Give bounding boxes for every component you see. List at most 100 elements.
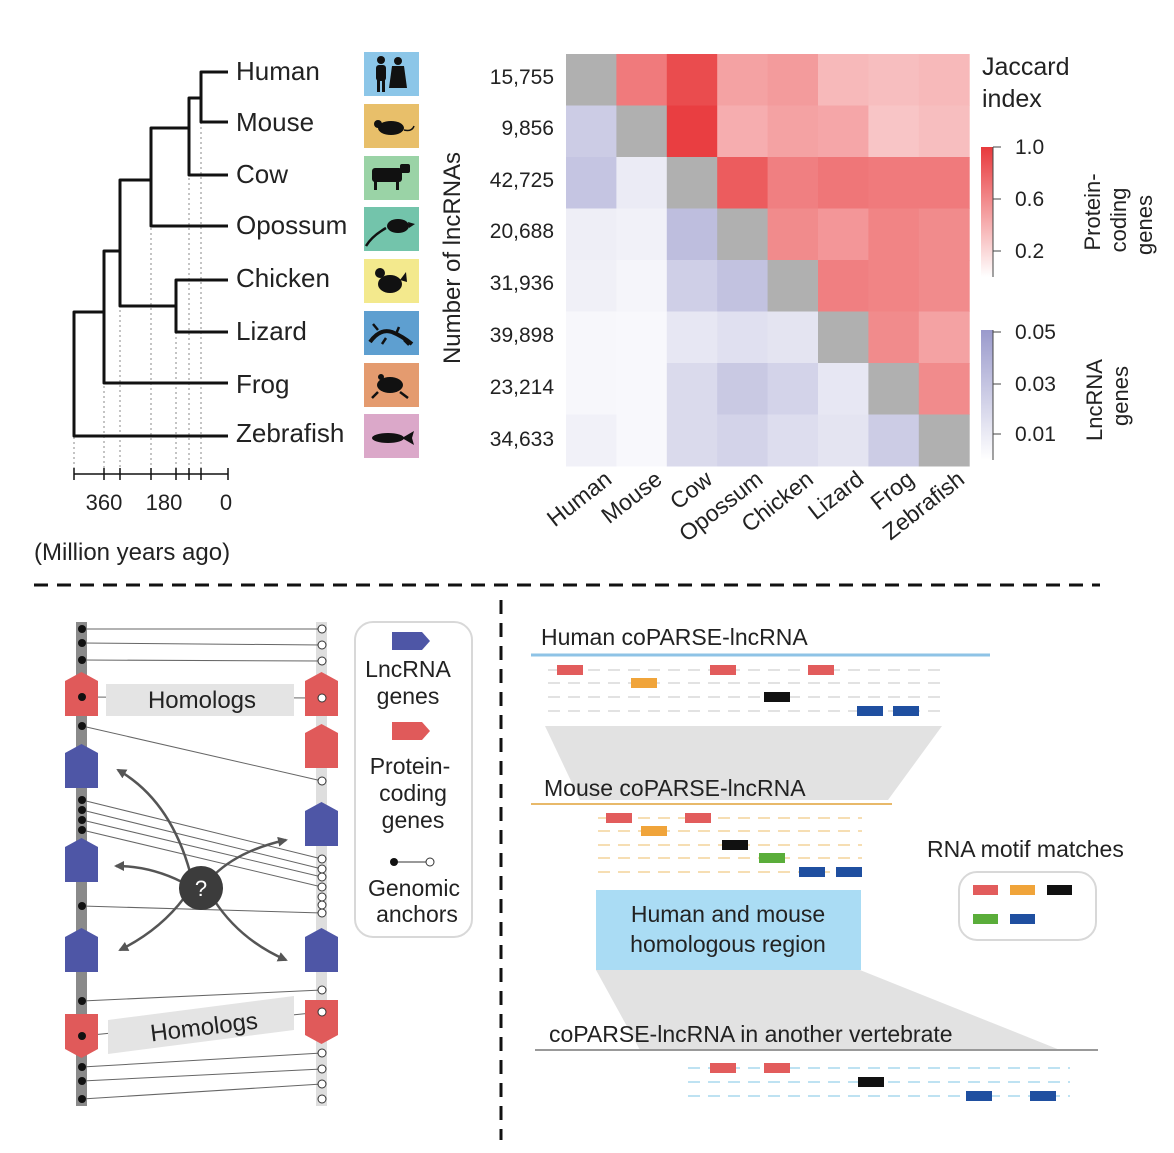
motif-match [710, 1063, 736, 1073]
heatmap-cell-6-3 [717, 363, 769, 415]
count-lizard: 39,898 [490, 324, 554, 347]
heatmap-cell-6-0 [566, 363, 617, 415]
coparse-panel: Human coPARSE-lncRNA Mouse coPARSE-lncRN… [531, 624, 1124, 1101]
motif-orange-swatch [1010, 885, 1035, 895]
heatmap-cell-2-0 [566, 157, 617, 209]
heatmap-cell-0-6 [868, 54, 920, 106]
heatmap-cell-6-4 [767, 363, 819, 415]
time-tick-360: 360 [86, 490, 123, 515]
motif-legend-box [958, 871, 1097, 941]
lnc-tick-001: 0.01 [1015, 423, 1056, 446]
heatmap-col-label-0: Human [542, 465, 616, 531]
count-frog: 23,214 [490, 376, 555, 399]
motif-match [606, 813, 632, 823]
right-anchor-dot [317, 872, 327, 882]
tree-time-guides [73, 72, 202, 468]
human-coparse-title: Human coPARSE-lncRNA [541, 624, 808, 650]
time-axis-label: (Million years ago) [34, 539, 230, 566]
heatmap-cell-4-1 [616, 260, 668, 312]
tree-label-zebrafish: Zebrafish [236, 418, 344, 448]
heatmap-cell-0-1 [616, 54, 668, 106]
pc-label-line2: coding [1106, 188, 1131, 253]
heatmap-cell-3-4 [767, 208, 819, 261]
heatmap-cell-2-3 [717, 157, 769, 209]
heatmap-cell-6-2 [666, 363, 718, 415]
heatmap-cell-4-3 [717, 260, 769, 312]
heatmap-cell-6-1 [616, 363, 668, 415]
count-mouse: 9,856 [501, 117, 554, 140]
motif-match [631, 678, 657, 688]
pc-tick-1: 1.0 [1015, 136, 1044, 159]
heatmap-cell-5-0 [566, 311, 617, 364]
opossum-icon [364, 207, 419, 251]
heatmap-cell-3-0 [566, 208, 617, 261]
genomic-anchor-legend-icon [390, 857, 435, 867]
motif-legend-title: RNA motif matches [927, 836, 1124, 862]
heatmap-cell-5-3 [717, 311, 769, 364]
heatmap-cell-5-7 [918, 311, 970, 364]
question-mark: ? [195, 876, 207, 901]
right-anchor-dot [317, 776, 327, 786]
count-human: 15,755 [490, 66, 554, 89]
heatmap-cell-0-3 [717, 54, 769, 106]
time-tick-180: 180 [146, 490, 183, 515]
heatmap-cell-2-1 [616, 157, 668, 209]
anchor-points [78, 624, 327, 1104]
anchors-legend-box [354, 621, 473, 938]
protein-gene-legend-icon [392, 722, 430, 740]
heatmap-cell-4-6 [868, 260, 920, 312]
left-anchor-dot [78, 1077, 86, 1085]
jaccard-legend: Jaccard index 1.0 0.6 0.2 Protein- codin… [981, 53, 1157, 460]
count-cow: 42,725 [490, 169, 554, 192]
left-anchor-dot [78, 806, 86, 814]
heatmap-cell-1-6 [868, 105, 920, 158]
motif-match [799, 867, 825, 877]
homologs-band-top [106, 684, 294, 716]
motif-match [836, 867, 862, 877]
tree-label-cow: Cow [236, 159, 288, 189]
motif-green-swatch [973, 914, 998, 924]
right-anchor-dot [317, 908, 327, 918]
time-tick-0: 0 [220, 490, 232, 515]
heatmap-cell-5-2 [666, 311, 718, 364]
tree-label-mouse: Mouse [236, 107, 314, 137]
left-lncrna-gene-3 [65, 928, 98, 972]
motif-match [857, 706, 883, 716]
heatmap-cell-0-0 [566, 54, 617, 106]
left-anchor-dot [78, 639, 86, 647]
pc-tick-06: 0.6 [1015, 188, 1044, 211]
heatmap-cell-2-7 [918, 157, 970, 209]
motif-match [710, 665, 736, 675]
right-anchor-dot [317, 882, 327, 892]
heatmap-cell-4-2 [666, 260, 718, 312]
motif-match [759, 853, 785, 863]
heatmap-cell-1-1 [616, 105, 668, 158]
right-lncrna-gene-2 [305, 928, 338, 972]
heatmap-cell-0-7 [918, 54, 970, 106]
motif-match [858, 1077, 884, 1087]
mouse-tracks [598, 813, 862, 877]
right-anchor-dot [317, 1048, 327, 1058]
heatmap-cell-1-5 [818, 105, 869, 158]
jaccard-title-line2: index [982, 85, 1042, 113]
tree-label-lizard: Lizard [236, 316, 307, 346]
lncrna-gene-legend-icon [392, 632, 430, 650]
human-tracks [548, 665, 942, 716]
homologs-label-top: Homologs [148, 687, 256, 714]
legend-lncrna-line1: LncRNA [365, 656, 451, 682]
heatmap-cell-4-0 [566, 260, 617, 312]
right-anchor-dot [317, 640, 327, 650]
motif-match [1030, 1091, 1056, 1101]
other-vertebrate-title: coPARSE-lncRNA in another vertebrate [549, 1021, 953, 1047]
left-anchor-dot [78, 1095, 86, 1103]
heatmap-cell-2-2 [666, 157, 718, 209]
heatmap-column-labels: HumanMouseCowOpossumChickenLizardFrogZeb… [542, 465, 969, 546]
heatmap-cell-5-5 [818, 311, 869, 364]
jaccard-heatmap [566, 54, 970, 467]
left-lncrna-gene-2 [65, 838, 98, 882]
tree-label-frog: Frog [236, 369, 289, 399]
heatmap-ylabel: Number of lncRNAs [439, 152, 466, 364]
right-lncrna-gene-1 [305, 802, 338, 846]
chicken-icon [364, 259, 419, 303]
right-anchor-dot [317, 656, 327, 666]
